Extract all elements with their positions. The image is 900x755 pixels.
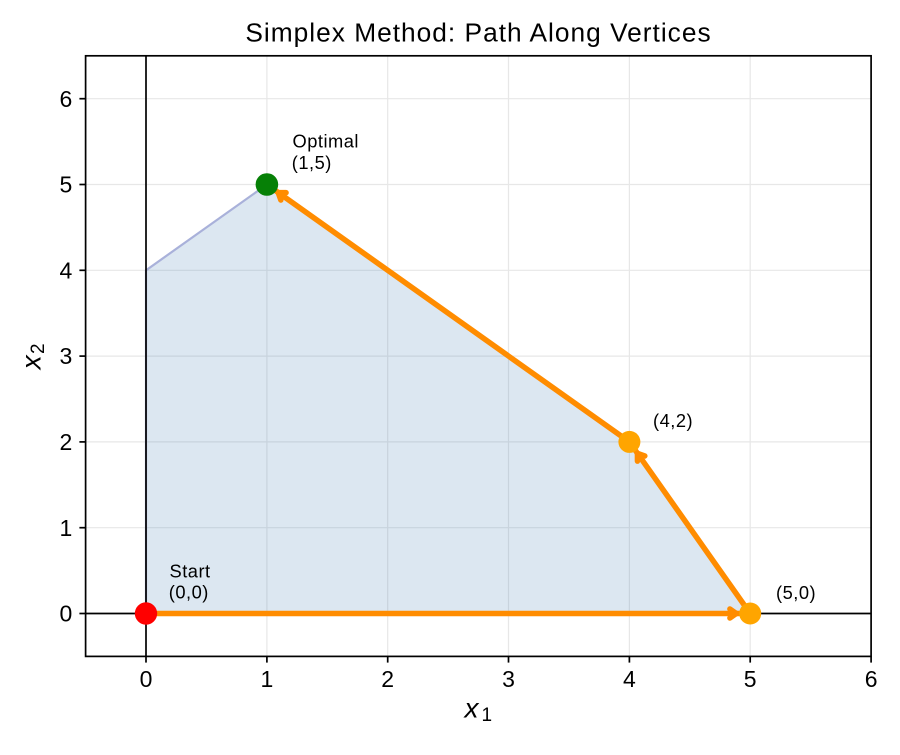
svg-text:6: 6 [60, 86, 73, 112]
svg-text:5: 5 [744, 666, 757, 692]
svg-text:1: 1 [60, 515, 73, 541]
svg-text:5: 5 [60, 172, 73, 198]
svg-text:6: 6 [865, 666, 878, 692]
svg-text:x: x [463, 693, 480, 724]
svg-text:2: 2 [28, 343, 49, 354]
svg-text:(1,5): (1,5) [292, 152, 332, 173]
svg-text:(5,0): (5,0) [776, 582, 816, 603]
svg-text:Optimal: Optimal [293, 130, 360, 151]
svg-text:(4,2): (4,2) [653, 410, 693, 431]
svg-text:2: 2 [60, 429, 73, 455]
svg-text:3: 3 [502, 666, 515, 692]
svg-text:Start: Start [170, 561, 211, 582]
svg-text:4: 4 [623, 666, 636, 692]
svg-text:Simplex Method: Path Along Ver: Simplex Method: Path Along Vertices [245, 18, 711, 48]
svg-text:2: 2 [381, 666, 394, 692]
svg-text:(0,0): (0,0) [169, 582, 209, 603]
svg-text:0: 0 [140, 666, 153, 692]
svg-text:x: x [16, 354, 47, 371]
svg-text:0: 0 [60, 601, 73, 627]
svg-text:1: 1 [482, 705, 493, 726]
svg-text:4: 4 [60, 257, 73, 283]
svg-text:3: 3 [60, 343, 73, 369]
svg-text:1: 1 [261, 666, 274, 692]
